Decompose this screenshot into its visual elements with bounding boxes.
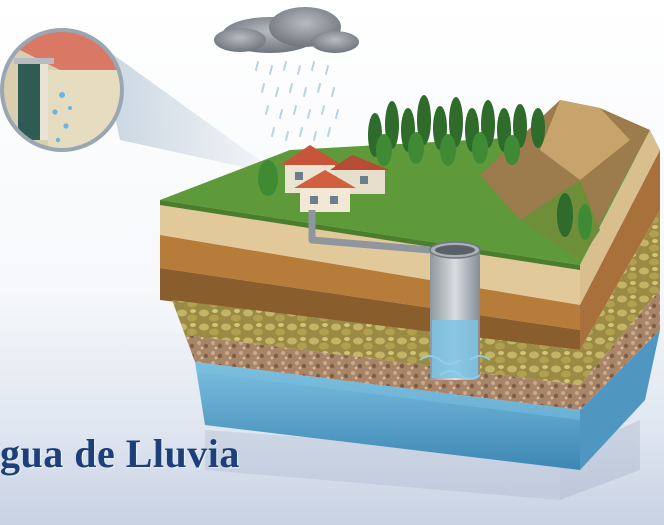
soil-layers-side [580,130,660,470]
block-reflection [205,420,640,500]
magnifier-icon [0,28,124,152]
rain-cloud-icon [214,7,359,53]
magnifier-beam [100,45,280,175]
well-icon [419,241,491,380]
drain-pipe [308,210,431,254]
house-icon [258,145,390,212]
raindrops [255,61,339,141]
soil-layers-front [160,200,580,470]
slide-title: gua de Lluvia [0,431,240,476]
tree-icon [368,95,592,240]
